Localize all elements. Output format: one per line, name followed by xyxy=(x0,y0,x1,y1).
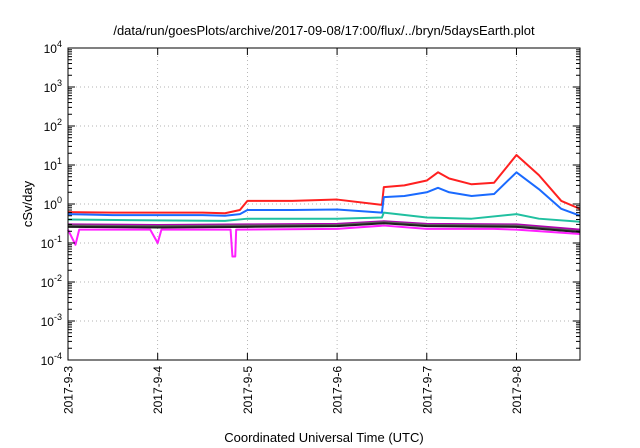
y-tick-labels: 104 103 102 101 100 10-1 10-2 10-3 10-4 xyxy=(41,39,62,368)
y-tick-label: 104 xyxy=(44,39,62,56)
series-line-4 xyxy=(67,220,581,231)
x-tick-label: 2017-9-8 xyxy=(510,366,524,414)
chart-title: /data/run/goesPlots/archive/2017-09-08/1… xyxy=(113,23,535,38)
y-tick-label: 10-1 xyxy=(41,234,62,251)
x-tick-label: 2017-9-7 xyxy=(420,366,434,414)
y-tick-label: 102 xyxy=(44,117,62,134)
series-line-5 xyxy=(67,221,581,233)
grid xyxy=(68,48,580,360)
y-tick-label: 10-3 xyxy=(41,312,62,329)
x-tick-label: 2017-9-5 xyxy=(241,366,255,414)
y-tick-label: 100 xyxy=(44,195,62,212)
series-line-1 xyxy=(67,154,581,215)
x-tick-labels: 2017-9-3 2017-9-4 2017-9-5 2017-9-6 2017-9-7… xyxy=(62,366,524,414)
tick-marks xyxy=(67,47,580,361)
series-line-6 xyxy=(67,222,581,234)
x-tick-label: 2017-9-6 xyxy=(331,366,345,414)
series-line-3 xyxy=(67,211,581,223)
y-tick-label: 10-2 xyxy=(41,273,62,290)
y-tick-label: 103 xyxy=(44,78,62,95)
y-tick-label: 10-4 xyxy=(41,351,62,368)
y-axis-label: cSv/day xyxy=(20,180,35,227)
series-layer xyxy=(67,154,581,258)
series-line-2 xyxy=(67,171,581,217)
x-tick-label: 2017-9-4 xyxy=(151,366,165,414)
series-line-7 xyxy=(67,224,581,258)
x-tick-label: 2017-9-3 xyxy=(62,366,76,414)
y-tick-label: 101 xyxy=(44,156,62,173)
x-axis-label: Coordinated Universal Time (UTC) xyxy=(224,430,423,445)
